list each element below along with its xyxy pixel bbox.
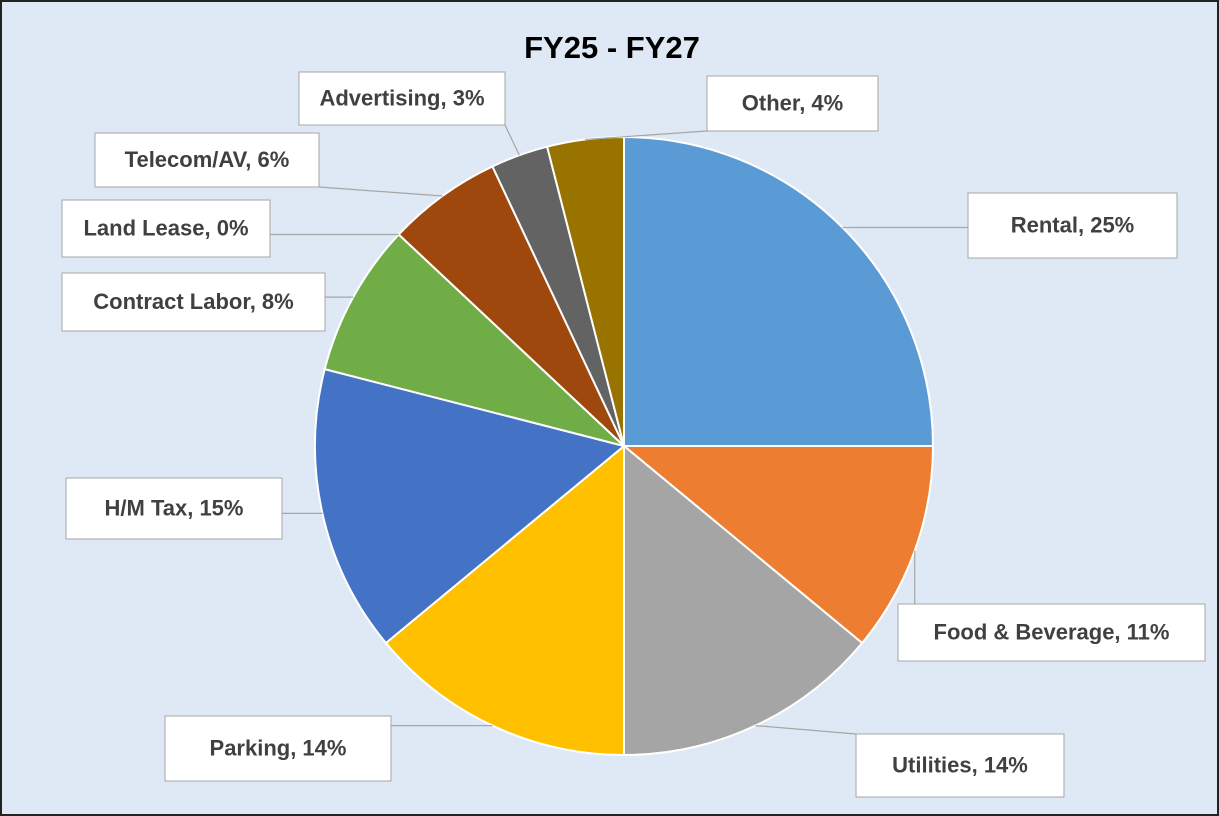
leader-line	[318, 186, 443, 197]
data-label: Food & Beverage, 11%	[934, 619, 1170, 644]
label-box	[897, 603, 1206, 662]
pie-slice	[623, 443, 864, 757]
data-label: Rental, 25%	[1011, 212, 1135, 237]
label-box	[706, 75, 879, 132]
leader-line	[755, 724, 857, 735]
label-box	[855, 733, 1065, 798]
data-label: Utilities, 14%	[892, 752, 1028, 777]
label-box	[65, 477, 283, 540]
data-label: Other, 4%	[742, 90, 843, 115]
label-box	[164, 715, 392, 782]
pie-slice	[384, 443, 625, 757]
label-box	[61, 272, 326, 332]
chart-title: FY25 - FY27	[524, 30, 700, 65]
data-label: Land Lease, 0%	[83, 215, 248, 240]
label-box	[61, 199, 271, 258]
leader-line	[585, 130, 708, 141]
data-label: Telecom/AV, 6%	[125, 147, 290, 172]
label-box	[94, 132, 320, 188]
data-label: Parking, 14%	[210, 735, 347, 760]
data-label: Advertising, 3%	[319, 85, 484, 110]
label-box	[298, 71, 506, 126]
pie-slice	[323, 233, 625, 447]
pie-slice	[621, 445, 935, 645]
leader-line	[504, 124, 520, 156]
label-box	[967, 192, 1178, 259]
data-label: Contract Labor, 8%	[93, 289, 293, 314]
data-label: H/M Tax, 15%	[105, 495, 244, 520]
